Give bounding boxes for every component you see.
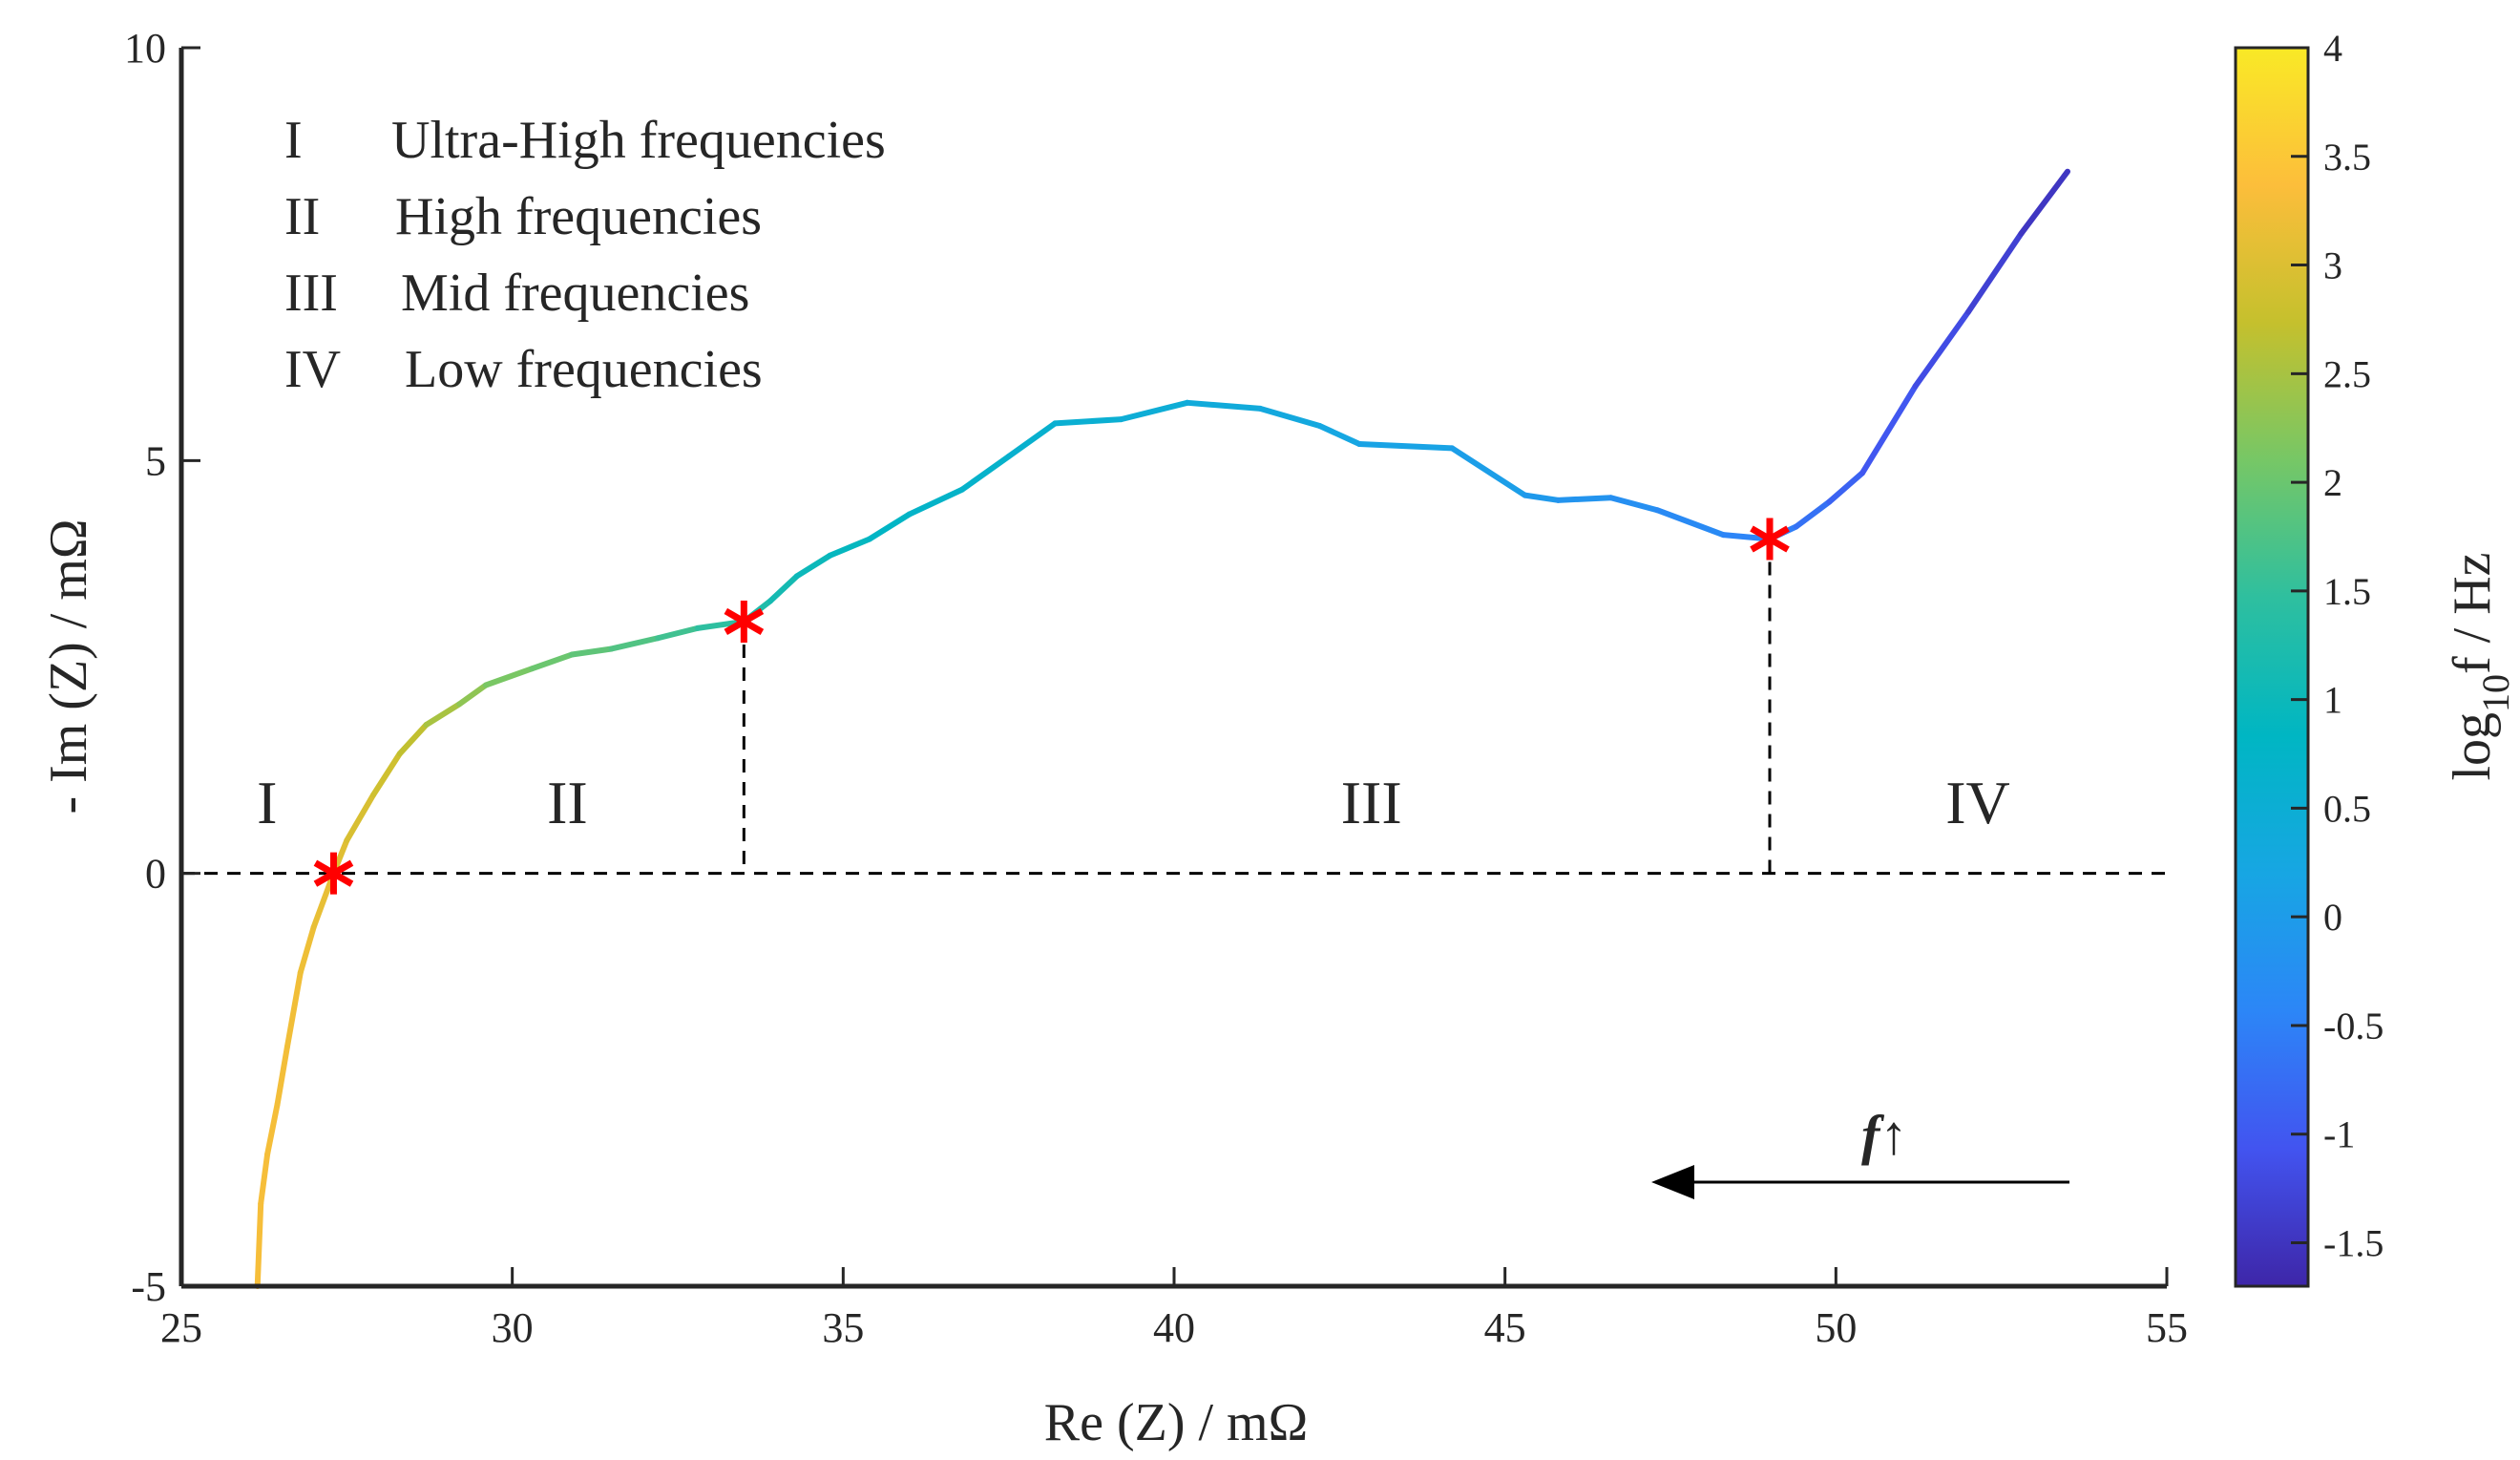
curve-segment — [1555, 495, 1614, 503]
region-label: III — [1341, 769, 1402, 836]
arrow-label: f↑ — [1861, 1104, 1907, 1166]
curve-segment — [1356, 441, 1456, 452]
frequency-arrow: f↑ — [1651, 1104, 2069, 1199]
region-label: IV — [1945, 769, 2010, 836]
legend-label: Low frequencies — [405, 340, 763, 399]
x-tick-label: 55 — [2146, 1304, 2188, 1351]
colorbar-tick-label: 1.5 — [2323, 570, 2371, 613]
colorbar-ticks: -1.5 -1 -0.5 0 0.5 1 1.5 2 2.5 3 3.5 4 — [2291, 27, 2384, 1264]
star-stroke — [724, 607, 765, 635]
boundary-markers — [313, 518, 1790, 895]
legend-numeral: IV — [284, 340, 341, 399]
region-guides — [181, 539, 2167, 876]
colorbar-label: log10f / Hz — [2443, 552, 2517, 780]
x-tick-label: 35 — [822, 1304, 864, 1351]
nyquist-curve — [254, 168, 2070, 1289]
x-ticks: 25 30 35 40 45 50 55 — [160, 1267, 2188, 1351]
curve-segment — [827, 536, 873, 559]
y-tick-label: 5 — [145, 437, 166, 484]
curve-segment — [1257, 405, 1323, 430]
colorbar-tick-label: 2 — [2323, 461, 2342, 504]
x-tick-label: 30 — [492, 1304, 534, 1351]
curve-segment — [1184, 399, 1264, 412]
colorbar-tick-label: 0.5 — [2323, 787, 2371, 830]
curve-segment — [1052, 416, 1124, 427]
curve-segment — [1005, 420, 1059, 460]
colorbar-tick-label: 2.5 — [2323, 352, 2371, 395]
red-star-marker — [724, 600, 765, 643]
curve-segment — [1912, 308, 1971, 390]
curve-segment — [1118, 399, 1190, 423]
colorbar-tick-label: 0 — [2323, 896, 2342, 939]
curve-segment — [1316, 423, 1363, 448]
curve-segment — [1522, 492, 1562, 503]
legend: I Ultra-High frequencies II High frequencie… — [284, 111, 886, 399]
curve-segment — [423, 701, 463, 729]
red-star-marker — [313, 852, 354, 895]
legend-label: Ultra-High frequencies — [391, 111, 886, 170]
colorbar-tick-label: -1.5 — [2323, 1221, 2384, 1264]
colorbar-tick-label: 1 — [2323, 679, 2342, 722]
x-tick-label: 50 — [1815, 1304, 1857, 1351]
star-stroke — [1750, 525, 1790, 553]
legend-label: High frequencies — [395, 187, 762, 246]
x-tick-label: 45 — [1484, 1304, 1526, 1351]
legend-numeral: II — [284, 187, 320, 246]
curve-segment — [1859, 383, 1919, 476]
curve-segment — [297, 923, 317, 976]
region-labels: I II III IV — [257, 769, 2010, 836]
y-tick-label: 10 — [124, 25, 166, 72]
curve-segment — [529, 651, 576, 672]
red-star-marker — [1750, 518, 1790, 561]
curve-segment — [284, 969, 304, 1050]
x-tick-label: 40 — [1153, 1304, 1195, 1351]
curve-segment — [1965, 230, 2025, 315]
legend-numeral: III — [284, 264, 338, 323]
y-axis-title: - Im (Z) / mΩ — [39, 518, 98, 814]
legend-numeral: I — [284, 111, 303, 170]
region-label: II — [547, 769, 588, 836]
curve-segment — [370, 751, 403, 798]
colorbar: -1.5 -1 -0.5 0 0.5 1 1.5 2 2.5 3 3.5 4 log10f / Hz — [2234, 27, 2517, 1288]
curve-segment — [959, 454, 1012, 493]
curve-segment — [867, 511, 913, 542]
curve-segment — [482, 666, 536, 688]
colorbar-tick-label: -1 — [2323, 1113, 2355, 1156]
curve-segment — [1826, 470, 1866, 505]
curve-segment — [258, 1151, 271, 1207]
curve-segment — [655, 624, 701, 642]
curve-segment — [264, 1101, 281, 1157]
colorbar-tick-label: 3.5 — [2323, 136, 2371, 179]
curve-segment — [1654, 507, 1727, 539]
curve-segment — [456, 682, 489, 708]
star-stroke — [313, 859, 354, 887]
x-axis-title: Re (Z) / mΩ — [1044, 1393, 1308, 1452]
colorbar-gradient — [2234, 46, 2310, 1288]
curve-segment — [1793, 498, 1833, 530]
curve-segment — [2018, 168, 2070, 237]
curve-segment — [274, 1044, 290, 1108]
x-tick-label: 25 — [160, 1304, 202, 1351]
y-tick-label: 0 — [145, 851, 166, 898]
legend-label: Mid frequencies — [401, 264, 749, 323]
curve-segment — [344, 792, 377, 844]
colorbar-tick-label: 4 — [2323, 27, 2342, 70]
curve-segment — [569, 645, 615, 658]
curve-segment — [793, 552, 833, 580]
curve-segment — [254, 1200, 264, 1289]
curve-segment — [767, 573, 800, 604]
region-label: I — [257, 769, 277, 836]
colorbar-tick-label: 3 — [2323, 244, 2342, 287]
curve-segment — [396, 722, 430, 757]
y-tick-label: -5 — [131, 1263, 166, 1310]
colorbar-tick-label: -0.5 — [2323, 1005, 2384, 1047]
y-ticks: -5 0 5 10 — [124, 25, 200, 1310]
curve-segment — [1607, 495, 1661, 514]
arrow-head — [1651, 1165, 1694, 1199]
curve-segment — [1449, 445, 1528, 498]
curve-segment — [906, 486, 966, 518]
curve-segment — [608, 635, 662, 652]
